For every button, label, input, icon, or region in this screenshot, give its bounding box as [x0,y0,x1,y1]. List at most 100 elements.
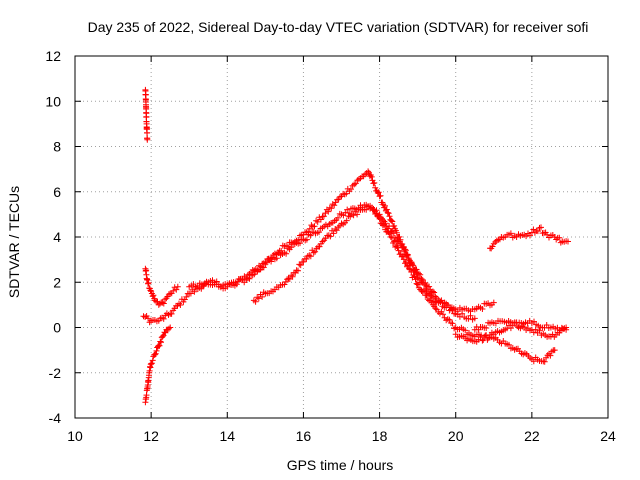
data-point [153,347,160,354]
data-point [519,232,526,238]
data-point [372,184,379,191]
data-point [530,358,537,365]
data-point [488,301,495,308]
data-point [317,216,324,223]
x-tick-label: 14 [219,428,235,444]
data-point [368,173,375,180]
data-point [507,230,514,237]
data-point [354,211,361,218]
data-point [149,357,156,364]
data-point [506,341,512,348]
data-point [527,232,533,239]
data-point [233,281,240,288]
data-point [557,239,564,246]
data-point [337,193,343,200]
data-point [386,231,393,237]
data-point [496,236,503,243]
data-point [469,332,476,339]
data-point [150,292,157,299]
data-point [144,129,151,136]
y-tick-label: 2 [53,274,61,290]
data-point [507,345,514,352]
data-point [432,305,439,312]
data-point [422,279,429,286]
data-point [404,252,411,259]
data-point [513,319,520,326]
data-point [299,259,306,265]
data-point [371,207,378,214]
data-point [423,282,430,289]
data-points [140,86,571,406]
data-point [176,300,182,307]
data-point [462,327,469,334]
data-point [382,202,388,209]
data-point [283,250,290,257]
data-point [348,186,354,193]
data-point [330,230,337,237]
data-point [421,287,427,294]
data-point [317,225,324,232]
data-point [310,249,317,256]
data-point [419,288,426,295]
data-point [530,226,537,233]
data-point [459,310,466,317]
data-point [449,320,456,327]
data-point [254,267,261,274]
data-point [260,260,267,267]
data-point [527,327,533,334]
data-point [333,227,340,234]
data-point [344,206,351,213]
data-point [159,333,166,340]
data-point [314,218,321,225]
y-tick-label: 6 [53,184,61,200]
data-point [273,255,280,262]
data-point [147,361,154,368]
data-point [550,347,557,354]
x-tick-label: 16 [296,428,312,444]
data-point [153,318,160,325]
data-point [547,352,554,359]
data-point [165,291,172,298]
data-point [431,289,438,296]
data-point [160,315,167,322]
data-point [306,225,313,232]
y-tick-label: 10 [45,93,61,109]
data-point [391,238,398,245]
data-point [165,311,172,318]
data-point [151,295,158,302]
data-point [318,240,324,247]
data-point [145,280,151,287]
data-point [449,307,456,314]
data-point [561,325,568,332]
data-point [374,189,381,196]
data-point [331,202,338,209]
data-point [165,325,172,332]
data-point [429,288,436,295]
data-point [386,213,393,220]
data-point [203,280,210,287]
data-point [532,326,539,333]
data-point [285,275,292,282]
data-point [389,218,396,225]
data-point [343,217,350,224]
data-point [316,229,322,236]
data-point [504,231,511,238]
data-point [388,234,395,241]
data-point [336,222,343,229]
y-tick-label: 8 [53,139,61,155]
data-point [222,285,229,292]
data-point [390,240,396,246]
data-point [410,272,417,278]
data-point [469,338,476,345]
data-point [375,189,382,196]
data-point [379,222,386,229]
data-point [446,316,453,323]
data-point [152,350,159,357]
data-point [451,310,458,317]
y-tick-label: 0 [53,320,61,336]
data-point [260,289,267,296]
data-point [401,248,408,255]
data-point [383,206,390,213]
data-point [469,316,476,323]
data-point [393,243,400,249]
